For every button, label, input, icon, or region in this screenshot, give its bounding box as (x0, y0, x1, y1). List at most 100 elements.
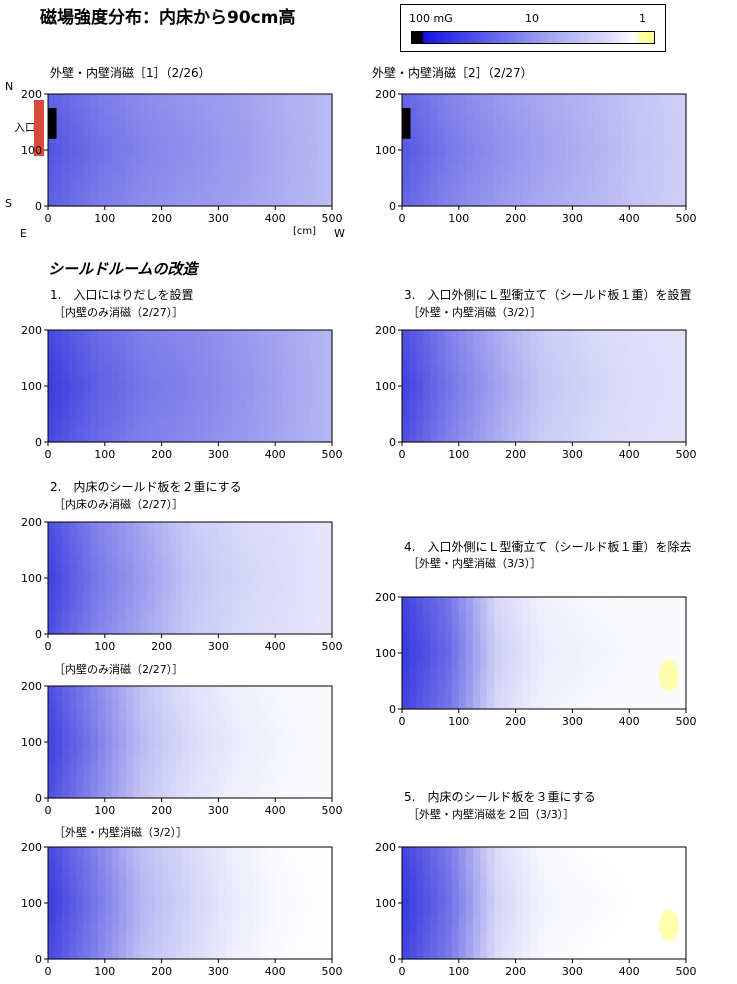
heatmap-cell (409, 400, 417, 408)
heatmap-cell (76, 875, 85, 883)
heatmap-cell (232, 620, 241, 628)
heatmap-cell (83, 938, 92, 946)
heatmap-cell (133, 101, 141, 109)
heatmap-cell (650, 653, 659, 661)
heatmap-cell (104, 101, 113, 109)
heatmap-cell (310, 372, 319, 380)
heatmap-cell (154, 592, 163, 600)
heatmap-cell (218, 400, 227, 408)
heatmap-cell (182, 924, 191, 932)
heatmap-cell (289, 529, 298, 537)
heatmap-cell (480, 358, 488, 366)
heatmap-cell (494, 702, 502, 710)
heatmap-cell (218, 599, 227, 607)
heatmap-cell (218, 143, 227, 151)
heatmap-cell (48, 931, 56, 939)
heatmap-cell (175, 627, 184, 635)
heatmap-cell (451, 122, 460, 130)
heatmap-cell (324, 101, 333, 109)
heatmap-cell (487, 157, 495, 165)
heatmap-cell (48, 693, 56, 701)
heatmap-cell (310, 585, 319, 593)
heatmap-cell (253, 777, 262, 785)
heatmap-cell (529, 407, 538, 415)
heatmap-cell (451, 386, 460, 394)
heatmap-cell (182, 372, 191, 380)
heatmap-cell (416, 122, 424, 130)
heatmap-cell (430, 604, 439, 612)
heatmap-cell (261, 108, 269, 116)
heatmap-cell (296, 115, 305, 123)
heatmap-cell (97, 428, 106, 436)
heatmap-cell (657, 358, 666, 366)
heatmap-cell (147, 543, 156, 551)
heatmap-cell (558, 192, 566, 200)
heatmap-cell (296, 529, 305, 537)
heatmap-cell (140, 854, 148, 862)
heatmap-cell (204, 178, 212, 186)
heatmap-cell (147, 143, 156, 151)
heatmap-cell (48, 707, 56, 715)
heatmap-cell (154, 910, 163, 918)
heatmap-cell (282, 178, 290, 186)
heatmap-cell (182, 571, 191, 579)
heatmap-cell (465, 199, 474, 207)
y-tick-label: 200 (375, 324, 396, 337)
heatmap-cell (409, 597, 417, 605)
heatmap-cell (182, 428, 191, 436)
heatmap-cell (636, 386, 644, 394)
heatmap-cell (232, 522, 241, 530)
heatmap-cell (140, 578, 148, 586)
heatmap-cell (48, 529, 56, 537)
heatmap-cell (253, 599, 262, 607)
heatmap-cell (175, 749, 184, 757)
heatmap-cell (487, 337, 495, 345)
heatmap-cell (253, 707, 262, 715)
heatmap-cell (190, 550, 198, 558)
heatmap-cell (76, 896, 85, 904)
heatmap-cell (473, 344, 481, 352)
heatmap-cell (558, 199, 566, 207)
heatmap-cell (487, 597, 495, 605)
heatmap-cell (119, 742, 127, 750)
heatmap-cell (593, 386, 602, 394)
heatmap-cell (275, 756, 283, 764)
heatmap-cell (289, 613, 298, 621)
heatmap-cell (211, 365, 219, 373)
heatmap-cell (480, 702, 488, 710)
heatmap-cell (119, 543, 127, 551)
heatmap-cell (296, 728, 305, 736)
heatmap-cell (402, 386, 410, 394)
heatmap-cell (190, 791, 198, 799)
heatmap-cell (111, 875, 120, 883)
heatmap-cell (593, 421, 602, 429)
heatmap-cell (225, 164, 234, 172)
heatmap-cell (197, 115, 205, 123)
heatmap-cell (536, 646, 545, 654)
heatmap-cell (69, 571, 77, 579)
heatmap-cell (48, 386, 56, 394)
heatmap-cell (190, 164, 198, 172)
heatmap-cell (558, 681, 566, 689)
heatmap-cell (303, 414, 312, 422)
heatmap-cell (409, 414, 417, 422)
heatmap-cell (551, 660, 559, 668)
heatmap-cell (140, 861, 148, 869)
heatmap-cell (289, 414, 298, 422)
heatmap-cell (48, 550, 56, 558)
heatmap-cell (246, 735, 255, 743)
heatmap-cell (69, 351, 77, 359)
heatmap-cell (296, 707, 305, 715)
heatmap-cell (147, 945, 156, 953)
heatmap-cell (615, 330, 623, 338)
heatmap-cell (211, 344, 219, 352)
heatmap-cell (268, 393, 276, 401)
heatmap-cell (76, 178, 85, 186)
heatmap-cell (48, 952, 56, 960)
heatmap-cell (636, 407, 644, 415)
heatmap-cell (182, 693, 191, 701)
heatmap-cell (175, 896, 184, 904)
heatmap-cell (565, 597, 573, 605)
heatmap-cell (494, 199, 502, 207)
heatmap-cell (324, 728, 333, 736)
